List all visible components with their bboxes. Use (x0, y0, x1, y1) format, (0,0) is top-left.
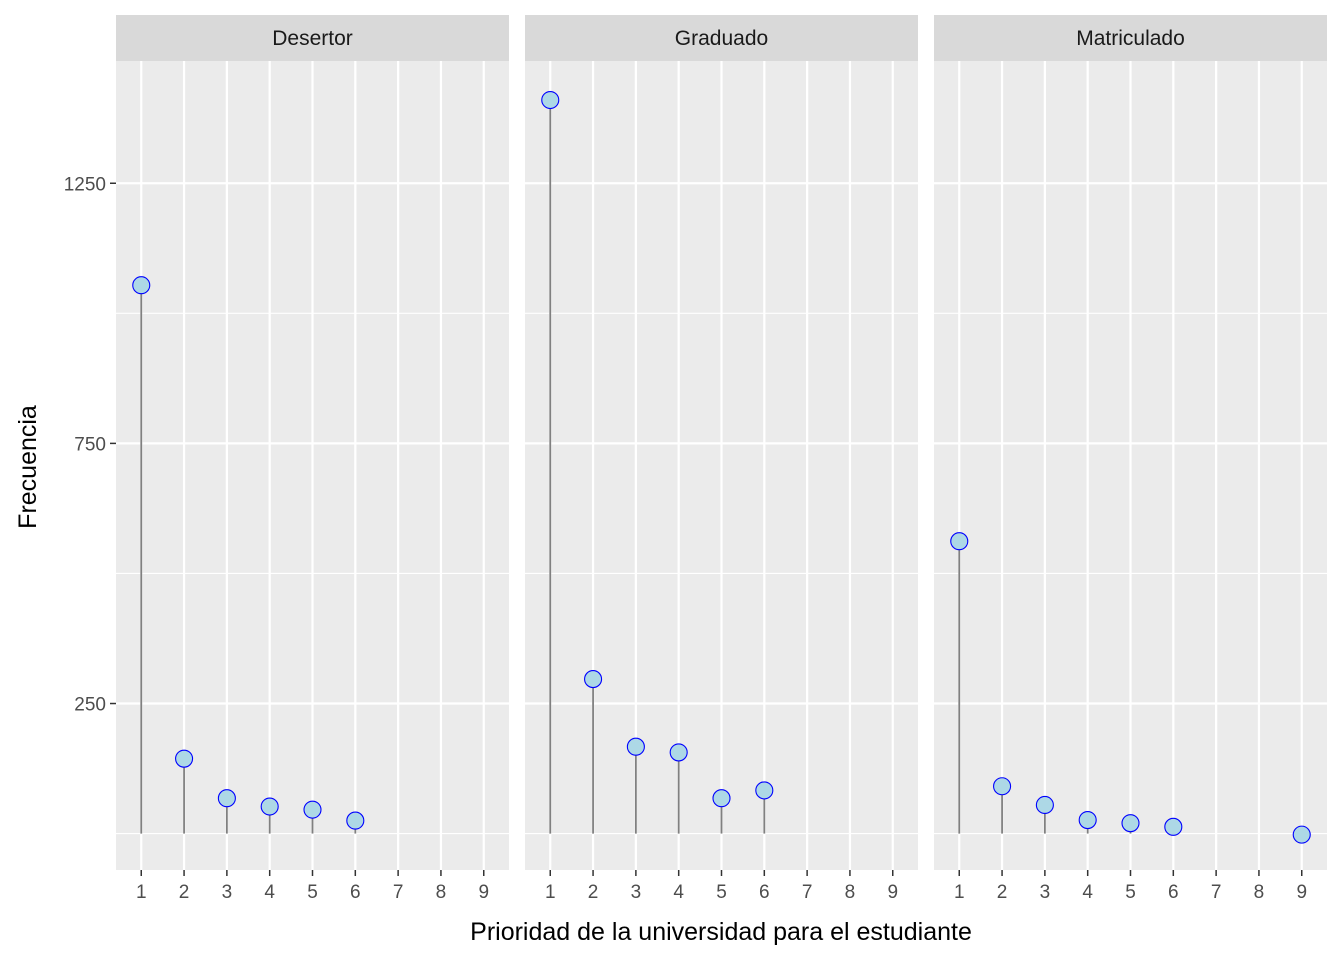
x-tick-label: 8 (845, 882, 856, 903)
point-graduado-6 (755, 781, 774, 800)
point-matriculado-1 (950, 532, 969, 551)
x-tick-label: 1 (545, 882, 556, 903)
x-tick-label: 7 (1211, 882, 1222, 903)
point-desertor-3 (217, 789, 236, 808)
point-desertor-1 (132, 276, 151, 295)
y-tick-label: 750 (74, 434, 106, 455)
x-tick-label: 2 (179, 882, 190, 903)
point-matriculado-5 (1121, 814, 1140, 833)
point-desertor-2 (175, 749, 194, 768)
x-tick-label: 4 (264, 882, 275, 903)
x-tick-label: 8 (436, 882, 447, 903)
point-graduado-2 (584, 670, 603, 689)
x-tick-label: 5 (307, 882, 318, 903)
point-graduado-4 (669, 743, 688, 762)
point-matriculado-4 (1078, 811, 1097, 830)
y-tick-label: 1250 (64, 174, 106, 195)
x-tick-label: 9 (887, 882, 898, 903)
facet-desertor: Desertor 1 2 3 4 5 6 7 8 9 (116, 15, 509, 903)
point-matriculado-2 (993, 777, 1012, 796)
x-axis-title: Prioridad de la universidad para el estu… (470, 918, 972, 946)
facet-label-graduado: Graduado (675, 27, 768, 50)
facet-strip-desertor (116, 15, 509, 61)
x-tick-label: 7 (393, 882, 404, 903)
point-desertor-4 (260, 797, 279, 816)
x-tick-label: 3 (1040, 882, 1051, 903)
x-tick-label: 1 (954, 882, 965, 903)
point-desertor-5 (303, 800, 322, 819)
x-tick-label: 5 (1125, 882, 1136, 903)
x-tick-label: 2 (588, 882, 599, 903)
point-matriculado-3 (1035, 795, 1054, 815)
x-tick-label: 9 (478, 882, 489, 903)
facet-strip-matriculado (934, 15, 1327, 61)
facet-strip-graduado (525, 15, 918, 61)
y-axis-title: Frecuencia (14, 405, 42, 529)
facet-matriculado: Matriculado 1 2 3 4 5 6 7 8 9 (934, 15, 1327, 903)
x-tick-label: 6 (350, 882, 361, 903)
x-tick-label: 5 (716, 882, 727, 903)
point-graduado-3 (626, 737, 645, 756)
point-graduado-5 (712, 789, 731, 808)
x-tick-label: 3 (631, 882, 642, 903)
facet-label-matriculado: Matriculado (1076, 27, 1185, 50)
y-tick-label: 250 (74, 695, 106, 716)
point-matriculado-9 (1292, 825, 1311, 844)
x-tick-label: 6 (759, 882, 770, 903)
point-graduado-1 (541, 90, 560, 110)
x-tick-label: 7 (802, 882, 813, 903)
x-tick-label: 4 (1082, 882, 1093, 903)
x-tick-label: 1 (136, 882, 147, 903)
y-axis: 250 750 1250 (64, 174, 116, 716)
x-tick-label: 3 (222, 882, 233, 903)
facet-graduado: Graduado 1 2 3 4 5 6 7 8 9 (525, 15, 918, 903)
x-tick-label: 6 (1168, 882, 1179, 903)
point-matriculado-6 (1164, 817, 1183, 836)
x-tick-label: 4 (673, 882, 684, 903)
facet-label-desertor: Desertor (272, 27, 353, 50)
point-desertor-6 (346, 811, 365, 830)
x-tick-label: 9 (1296, 882, 1307, 903)
x-tick-label: 8 (1254, 882, 1265, 903)
x-tick-label: 2 (997, 882, 1008, 903)
